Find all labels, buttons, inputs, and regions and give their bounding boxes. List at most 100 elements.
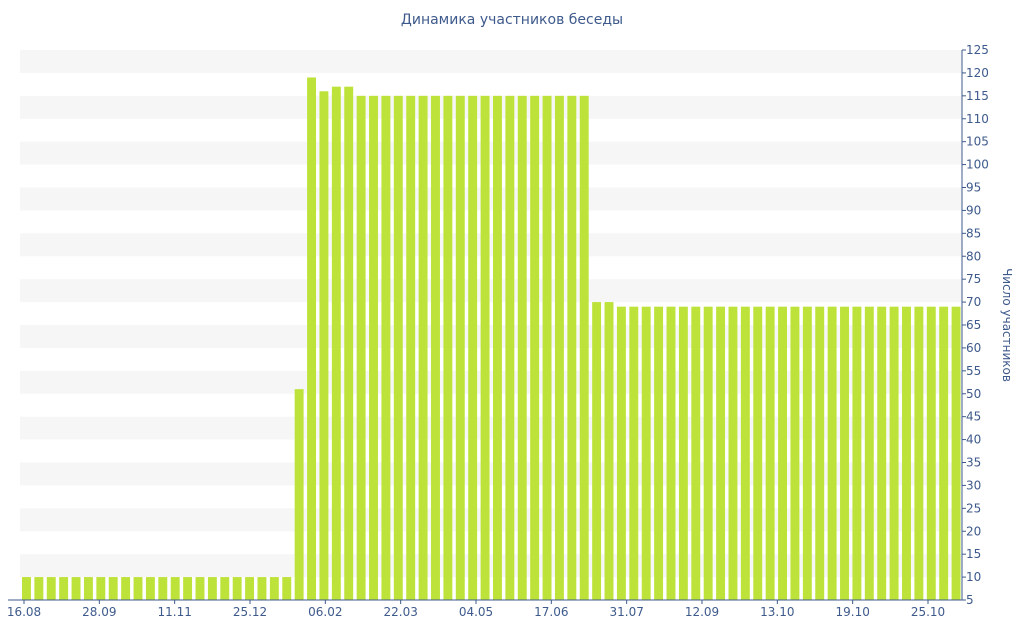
y-tick-label: 110 <box>966 112 989 126</box>
bar <box>567 95 577 600</box>
bar <box>864 306 874 600</box>
bar <box>951 306 961 600</box>
bar <box>46 577 56 600</box>
y-tick-label: 85 <box>966 226 981 240</box>
bar <box>344 86 354 601</box>
x-tick-label: 16.08 <box>7 605 41 619</box>
grid-band <box>20 141 962 165</box>
bar <box>505 95 515 600</box>
y-tick-label: 100 <box>966 158 989 172</box>
y-tick-label: 80 <box>966 249 981 263</box>
x-tick-label: 12.09 <box>685 605 719 619</box>
x-tick-label: 06.02 <box>308 605 342 619</box>
bar <box>802 306 812 600</box>
y-tick-label: 70 <box>966 295 981 309</box>
chart-title: Динамика участников беседы <box>400 12 624 28</box>
bar <box>530 95 540 600</box>
bar <box>554 95 564 600</box>
bar <box>542 95 552 600</box>
y-tick-label: 30 <box>966 478 981 492</box>
y-tick-label: 5 <box>966 593 974 607</box>
bar <box>914 306 924 600</box>
x-tick-label: 13.10 <box>760 605 794 619</box>
y-tick-label: 75 <box>966 272 981 286</box>
grid-bands <box>20 50 962 578</box>
bar <box>121 577 131 600</box>
bar <box>753 306 763 600</box>
bar <box>629 306 639 600</box>
bar <box>245 577 255 600</box>
x-tick-label: 17.06 <box>534 605 568 619</box>
y-tick-label: 115 <box>966 89 989 103</box>
bar <box>678 306 688 600</box>
bar <box>579 95 589 600</box>
bar <box>356 95 366 600</box>
bar <box>616 306 626 600</box>
grid-band <box>20 508 962 532</box>
bar <box>468 95 478 600</box>
bar <box>418 95 428 600</box>
bar <box>877 306 887 600</box>
bar <box>517 95 527 600</box>
bar <box>22 577 31 600</box>
bar <box>790 306 800 600</box>
grid-band <box>20 554 962 578</box>
grid-band <box>20 416 962 440</box>
bar <box>369 95 378 600</box>
bar <box>592 302 602 600</box>
bar <box>83 577 93 600</box>
bar <box>34 577 44 600</box>
x-axis: 16.08 28.09 11.11 25.12 06.02 22.03 04.05 17.06… <box>7 599 964 619</box>
bar <box>926 306 936 600</box>
x-tick-label: 04.05 <box>459 605 493 619</box>
bar <box>765 306 775 600</box>
bar <box>406 95 416 600</box>
y-tick-label: 60 <box>966 341 981 355</box>
bar <box>257 577 267 600</box>
bar <box>220 577 230 600</box>
y-tick-label: 90 <box>966 203 981 217</box>
bar <box>852 306 862 600</box>
x-tick-label: 25.12 <box>233 605 267 619</box>
x-tick-label: 28.09 <box>82 605 116 619</box>
bar <box>455 95 465 600</box>
bar <box>145 577 155 600</box>
bar <box>269 577 279 600</box>
x-tick-label: 22.03 <box>383 605 417 619</box>
bar <box>716 306 726 600</box>
bar <box>319 91 329 600</box>
bar <box>827 306 837 600</box>
x-tick-label: 11.11 <box>157 605 191 619</box>
bar <box>902 306 911 600</box>
y-tick-label: 50 <box>966 387 981 401</box>
bar <box>133 577 143 600</box>
bar <box>480 95 490 600</box>
grid-band <box>20 233 962 257</box>
grid-band <box>20 50 962 73</box>
y-tick-label: 120 <box>966 66 989 80</box>
y-tick-label: 125 <box>966 43 989 57</box>
bar <box>381 95 391 600</box>
bar <box>294 389 304 600</box>
y-tick-label: 15 <box>966 547 981 561</box>
bar <box>96 577 106 600</box>
bar <box>728 306 738 600</box>
y-tick-label: 45 <box>966 410 981 424</box>
grid-band <box>20 462 962 486</box>
y-tick-label: 10 <box>966 570 981 584</box>
bar <box>195 577 205 600</box>
bar <box>59 577 69 600</box>
y-tick-label: 95 <box>966 181 981 195</box>
x-tick-label: 25.10 <box>911 605 945 619</box>
bar <box>393 95 403 600</box>
y-tick-label: 25 <box>966 501 981 515</box>
bar <box>443 95 453 600</box>
bars <box>22 77 961 601</box>
grid-band <box>20 325 962 348</box>
grid-band <box>20 187 962 211</box>
bar <box>108 577 118 600</box>
y-tick-label: 20 <box>966 524 981 538</box>
grid-band <box>20 279 962 303</box>
